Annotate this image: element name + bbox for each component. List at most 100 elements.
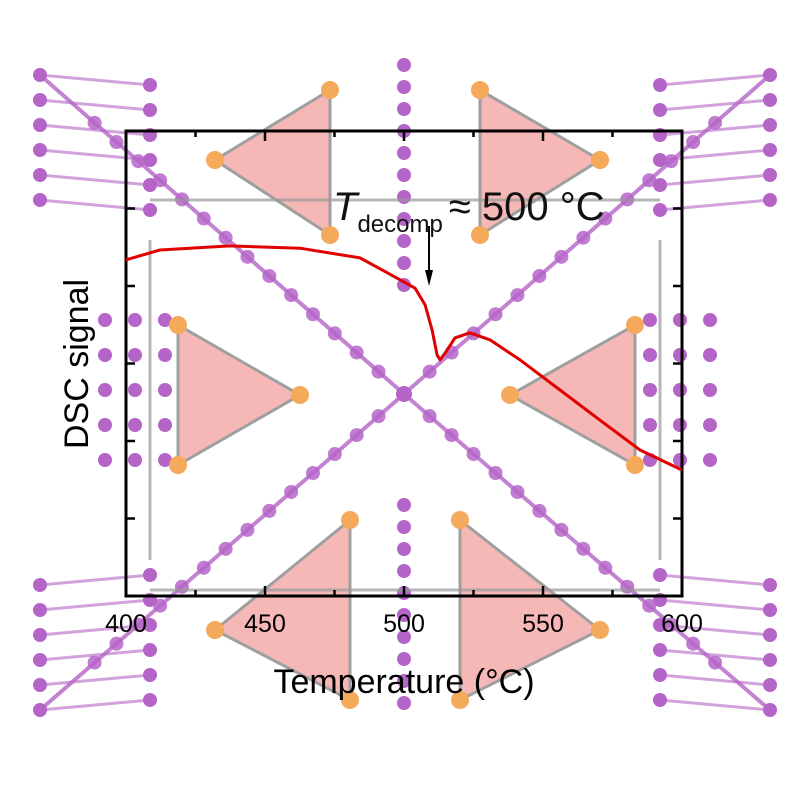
purple-atom: [397, 520, 411, 534]
purple-atom: [643, 313, 657, 327]
atom-bond: [39, 598, 151, 612]
purple-atom: [763, 168, 777, 182]
purple-atom: [98, 418, 112, 432]
svg-text:Tdecomp≈ 500 °C: Tdecomp ≈ 500 °C: [333, 185, 605, 238]
atom-bond: [39, 673, 151, 687]
purple-atom: [763, 578, 777, 592]
purple-atom: [109, 134, 124, 149]
purple-atom: [262, 503, 277, 518]
purple-atom: [653, 178, 667, 192]
purple-atom: [397, 630, 411, 644]
annotation-symbol: T: [333, 185, 360, 229]
polyhedron: [212, 516, 352, 703]
purple-atom: [240, 249, 255, 264]
purple-atom: [33, 93, 47, 107]
purple-atom: [158, 313, 172, 327]
purple-atom: [653, 78, 667, 92]
purple-atom: [349, 345, 364, 360]
purple-atom: [397, 146, 411, 160]
purple-atom: [87, 655, 102, 670]
purple-atom: [708, 655, 723, 670]
purple-atom: [763, 193, 777, 207]
purple-atom: [284, 288, 299, 303]
purple-atom: [33, 678, 47, 692]
purple-atom: [422, 409, 437, 424]
purple-atom: [763, 703, 777, 717]
atom-bond: [659, 73, 771, 87]
atom-bond: [659, 673, 771, 687]
purple-atom: [327, 326, 342, 341]
purple-atom: [306, 466, 320, 480]
purple-atom: [33, 143, 47, 157]
purple-atom: [444, 428, 459, 443]
purple-atom: [703, 313, 717, 327]
purple-atom: [33, 653, 47, 667]
purple-atom: [33, 118, 47, 132]
polyhedron: [458, 516, 603, 703]
orange-atom: [291, 386, 309, 404]
x-tick-label: 500: [383, 610, 425, 638]
purple-atom: [763, 628, 777, 642]
purple-atom: [397, 80, 411, 94]
orange-atom: [451, 511, 469, 529]
atom-bond: [659, 573, 771, 587]
purple-atom: [642, 173, 657, 188]
purple-atom: [686, 134, 701, 149]
purple-atom: [703, 348, 717, 362]
purple-atom: [327, 447, 342, 462]
purple-atom: [143, 203, 157, 217]
purple-atom: [98, 313, 112, 327]
purple-atom: [33, 628, 47, 642]
purple-atom: [128, 418, 142, 432]
purple-atom: [576, 230, 591, 245]
purple-atom: [397, 564, 411, 578]
purple-atom: [703, 383, 717, 397]
purple-atom: [397, 234, 411, 248]
purple-atom: [397, 212, 411, 226]
purple-atom: [33, 68, 47, 82]
purple-atom: [196, 211, 211, 226]
purple-atom: [703, 453, 717, 467]
orange-atom: [321, 226, 339, 244]
x-tick-label: 600: [661, 610, 703, 638]
orange-atom: [169, 316, 187, 334]
decomposition-annotation: Tdecomp ≈ 500 °C: [333, 185, 605, 286]
purple-atom: [143, 153, 157, 167]
purple-atom: [33, 168, 47, 182]
purple-atom: [371, 409, 386, 424]
atom-bond: [659, 123, 771, 137]
purple-atom: [532, 503, 547, 518]
purple-atom: [128, 383, 142, 397]
purple-atom: [98, 383, 112, 397]
orange-atom: [451, 691, 469, 709]
purple-atom: [397, 58, 411, 72]
purple-atom: [98, 348, 112, 362]
purple-atom: [158, 418, 172, 432]
purple-atom: [422, 364, 437, 379]
purple-atom: [143, 568, 157, 582]
purple-atom: [218, 541, 233, 556]
orange-atom: [591, 151, 609, 169]
purple-atom: [158, 383, 172, 397]
purple-atom: [396, 386, 412, 402]
purple-atom: [240, 522, 255, 537]
axes: 400 450 500 550 600: [105, 129, 703, 638]
atom-bond: [659, 648, 771, 662]
purple-atom: [532, 268, 547, 283]
purple-atom: [33, 578, 47, 592]
purple-atom: [576, 541, 591, 556]
purple-atom: [653, 643, 667, 657]
purple-atom: [397, 608, 411, 622]
atom-bond: [659, 148, 771, 162]
purple-atom: [708, 115, 723, 130]
purple-atom: [284, 484, 299, 499]
orange-atom: [471, 226, 489, 244]
purple-atom: [158, 348, 172, 362]
purple-atom: [763, 143, 777, 157]
purple-atom: [262, 268, 277, 283]
x-tick-label: 550: [522, 610, 564, 638]
purple-atom: [143, 643, 157, 657]
purple-atom: [598, 211, 613, 226]
purple-atom: [653, 618, 667, 632]
